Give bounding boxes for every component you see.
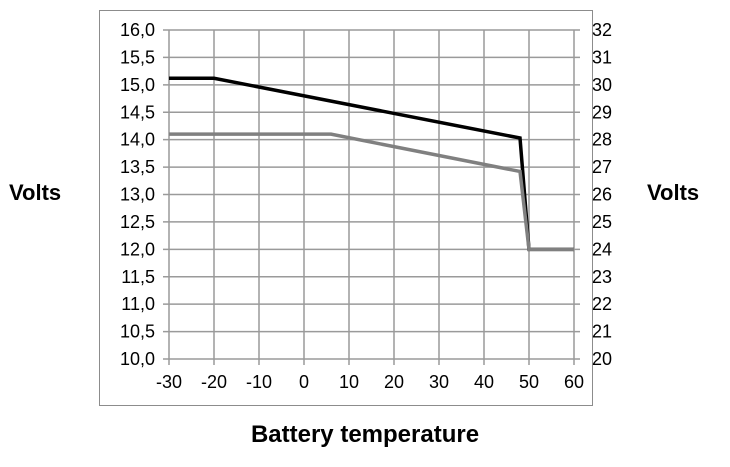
y-tick-label-left: 12,5 [120, 212, 155, 232]
y-tick-label-right: 23 [592, 267, 612, 287]
x-tick-label: 50 [519, 372, 539, 392]
x-tick-label: 0 [299, 372, 309, 392]
y-tick-label-left: 13,5 [120, 157, 155, 177]
x-tick-label: 40 [474, 372, 494, 392]
y-tick-label-right: 32 [592, 20, 612, 40]
x-tick-label: -20 [201, 372, 227, 392]
y-tick-label-right: 30 [592, 75, 612, 95]
y-axis-label-left: Volts [9, 180, 62, 205]
y-tick-label-left: 14,5 [120, 102, 155, 122]
series-line-1 [169, 76, 574, 252]
y-tick-label-right: 27 [592, 157, 612, 177]
y-tick-label-left: 15,0 [120, 75, 155, 95]
y-tick-label-right: 26 [592, 185, 612, 205]
y-tick-label-right: 24 [592, 239, 612, 259]
y-tick-label-right: 20 [592, 349, 612, 369]
y-tick-label-right: 28 [592, 130, 612, 150]
y-tick-label-left: 10,5 [120, 322, 155, 342]
x-axis-label: Battery temperature [250, 421, 480, 448]
x-tick-label: 30 [429, 372, 449, 392]
y-tick-label-right: 21 [592, 322, 612, 342]
x-tick-label: -30 [156, 372, 182, 392]
y-tick-label-left: 11,5 [121, 267, 155, 287]
y-tick-label-right: 31 [592, 47, 612, 67]
y-tick-label-left: 16,0 [120, 20, 155, 40]
x-tick-label: 20 [384, 372, 404, 392]
series-line-2 [169, 132, 574, 252]
y-tick-label-left: 13,0 [120, 185, 155, 205]
y-tick-label-left: 10,0 [120, 349, 155, 369]
y-tick-label-left: 14,0 [120, 130, 155, 150]
x-tick-label: 10 [339, 372, 359, 392]
x-tick-label: -10 [246, 372, 272, 392]
chart-frame [99, 10, 593, 406]
y-tick-label-left: 11,0 [121, 294, 155, 314]
y-tick-label-right: 25 [592, 212, 612, 232]
y-tick-label-left: 15,5 [120, 47, 155, 67]
y-tick-label-right: 22 [592, 294, 612, 314]
x-tick-label: 60 [564, 372, 584, 392]
y-axis-label-right: Volts [647, 180, 700, 205]
y-tick-label-right: 29 [592, 102, 612, 122]
y-tick-label-left: 12,0 [120, 239, 155, 259]
